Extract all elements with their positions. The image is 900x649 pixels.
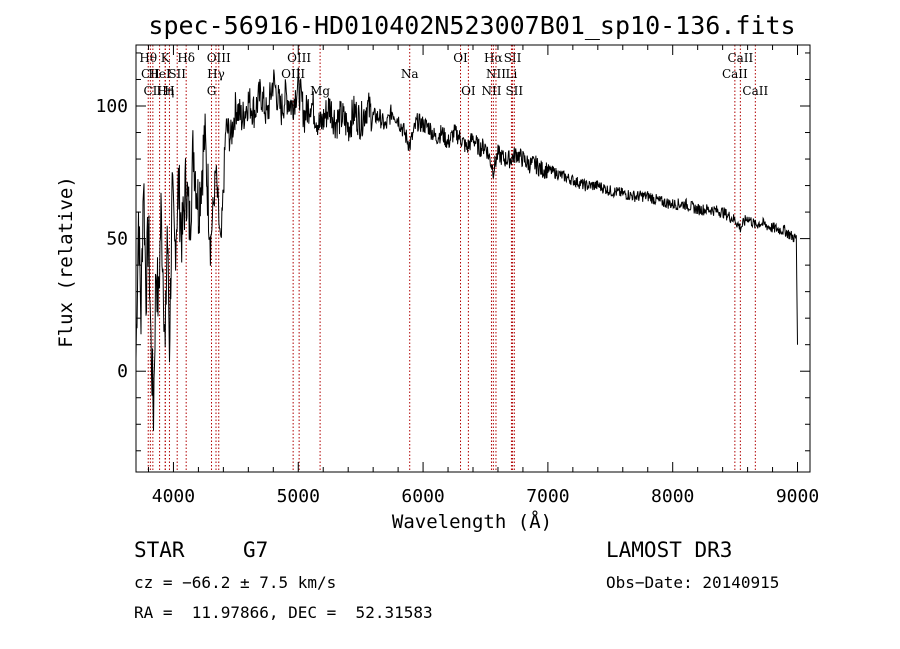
line-label-20: NII (486, 67, 506, 81)
observation-date: Obs−Date: 20140915 (606, 573, 780, 592)
x-tick-label: 9000 (776, 486, 819, 507)
plot-frame (135, 44, 811, 473)
line-label-2: CII (144, 84, 163, 98)
line-label-26: CaII (742, 84, 768, 98)
line-label-12: OIII (287, 51, 311, 65)
line-label-6: H (164, 84, 174, 98)
x-tick-label: 6000 (401, 486, 444, 507)
line-label-23: SII (505, 84, 523, 98)
line-label-15: Na (401, 67, 419, 81)
y-tick-label: 50 (106, 229, 128, 250)
y-tick-label: 100 (95, 96, 128, 117)
redshift-cz: cz = −66.2 ± 7.5 km/s (134, 573, 337, 592)
line-label-8: Hδ (177, 51, 195, 65)
line-label-21: Li (506, 67, 518, 81)
y-tick-label: 0 (117, 361, 128, 382)
object-class: STAR (134, 538, 185, 562)
chart-title: spec-56916-HD010402N523007B01_sp10-136.f… (148, 11, 795, 40)
line-label-18: Hα (484, 51, 503, 65)
x-tick-label: 4000 (152, 486, 195, 507)
survey-name: LAMOST DR3 (606, 538, 733, 562)
line-label-1: CII (141, 67, 160, 81)
plot-area (135, 67, 798, 431)
line-label-4: K (161, 51, 171, 65)
x-axis-label: Wavelength (Å) (392, 510, 552, 533)
x-tick-label: 8000 (651, 486, 694, 507)
coordinates: RA = 11.97866, DEC = 52.31583 (134, 603, 433, 622)
line-label-17: OI (461, 84, 476, 98)
line-label-0: Hθ (139, 51, 157, 65)
line-label-16: OI (453, 51, 468, 65)
x-tick-label: 5000 (277, 486, 320, 507)
line-label-13: OIII (281, 67, 305, 81)
spectrum-line (135, 67, 798, 431)
y-axis-label: Flux (relative) (55, 176, 77, 348)
x-tick-label: 7000 (526, 486, 569, 507)
line-label-10: Hγ (207, 67, 225, 81)
axis-ticks: 4000 5000 6000 7000 8000 9000 0 50 100 (95, 45, 819, 507)
line-label-24: CaII (727, 51, 753, 65)
line-label-14: Mg (310, 84, 330, 98)
line-label-7: SII (168, 67, 186, 81)
line-label-25: CaII (722, 67, 748, 81)
spectrum-chart: spec-56916-HD010402N523007B01_sp10-136.f… (55, 11, 819, 533)
line-label-22: NII (481, 84, 501, 98)
object-subclass: G7 (243, 538, 269, 562)
line-label-11: G (207, 84, 217, 98)
line-label-19: SII (504, 51, 522, 65)
line-label-9: OIII (207, 51, 231, 65)
